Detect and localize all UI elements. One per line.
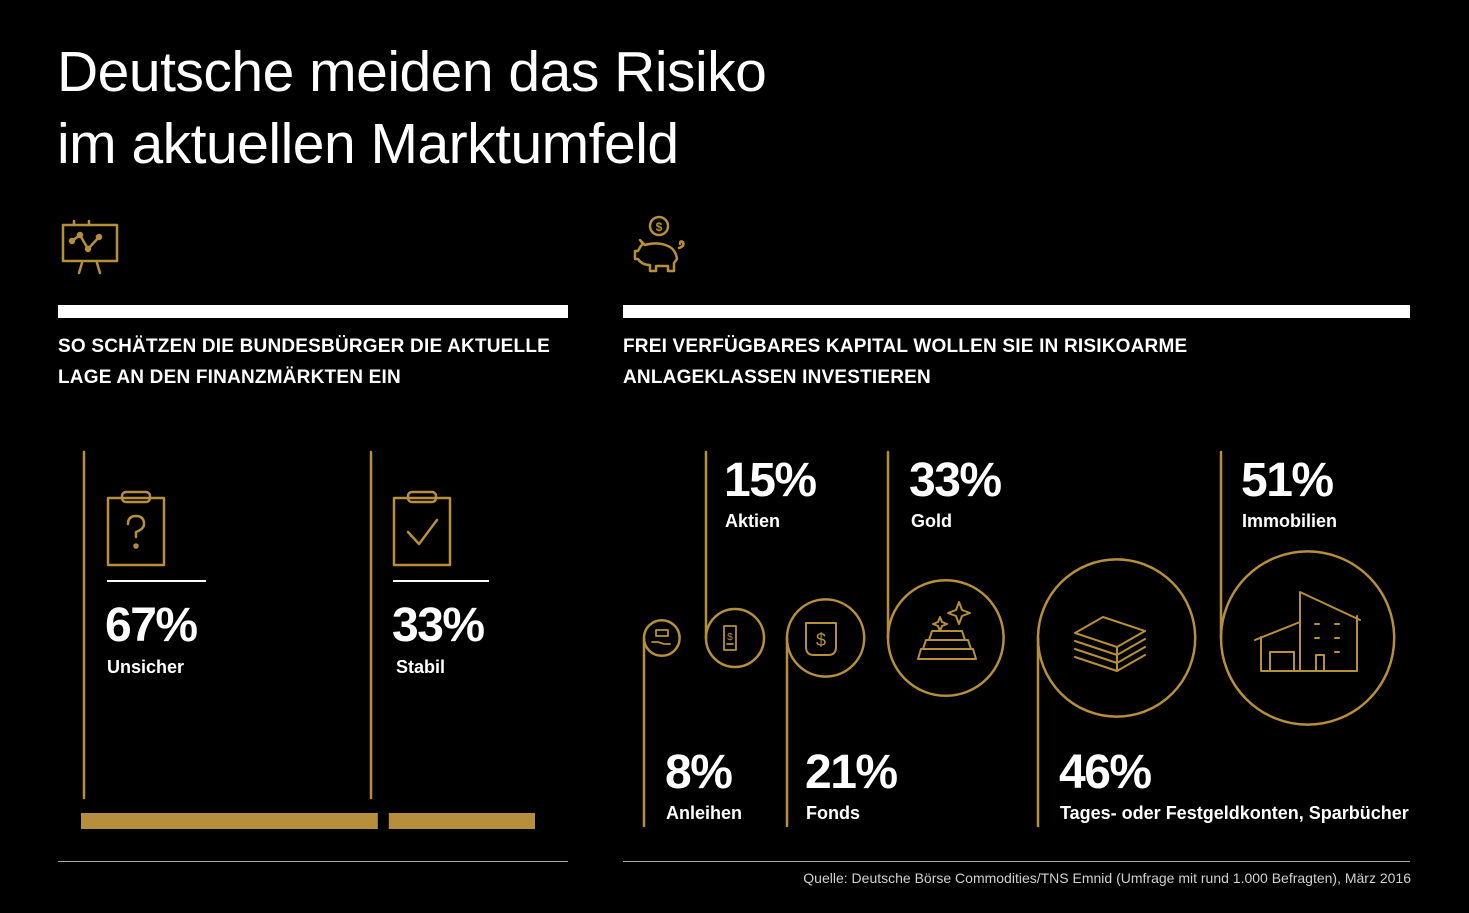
category-label-unsicher: Unsicher (107, 657, 185, 677)
bond-hand-icon (651, 629, 671, 645)
gold-bars-icon (917, 601, 977, 660)
value-label-gold: 33% (909, 454, 1002, 507)
title-line-2: im aktuellen Marktumfeld (57, 112, 679, 176)
value-label-unsicher: 67% (105, 599, 198, 652)
category-label-anleihen: Anleihen (666, 803, 743, 823)
svg-text:$: $ (656, 220, 663, 234)
receipt-dollar-icon: $ (723, 625, 737, 651)
bubble-1 (704, 607, 766, 669)
page-title: Deutsche meiden das Risiko im aktuellen … (57, 36, 767, 180)
title-line-1: Deutsche meiden das Risiko (57, 40, 767, 104)
buildings-icon (1254, 591, 1361, 672)
clipboard-check-icon (392, 490, 452, 567)
heading-line: FREI VERFÜGBARES KAPITAL WOLLEN SIE IN R… (623, 336, 1188, 357)
category-label-stabil: Stabil (396, 657, 446, 677)
underline (393, 580, 489, 582)
svg-text:$: $ (816, 630, 826, 650)
value-label-stabil: 33% (392, 599, 485, 652)
category-label-aktien: Aktien (725, 511, 781, 531)
value-label-immobilien: 51% (1241, 454, 1334, 507)
bubble-0 (642, 618, 681, 658)
bottom-rule (58, 861, 568, 862)
right-section-heading: FREI VERFÜGBARES KAPITAL WOLLEN SIE IN R… (623, 331, 1187, 393)
value-label-aktien: 15% (724, 454, 817, 507)
value-label-tagesgeld: 46% (1059, 746, 1152, 799)
money-stack-icon (1074, 616, 1146, 672)
left-section-heading: SO SCHÄTZEN DIE BUNDESBÜRGER DIE AKTUELL… (58, 331, 550, 393)
category-label-fonds: Fonds (806, 803, 860, 823)
shield-dollar-icon: $ (805, 622, 837, 656)
value-label-anleihen: 8% (665, 746, 733, 799)
section-divider-bar (623, 305, 1410, 318)
heading-line: SO SCHÄTZEN DIE BUNDESBÜRGER DIE AKTUELL… (58, 336, 551, 357)
source-note: Quelle: Deutsche Börse Commodities/TNS E… (803, 870, 1411, 886)
bubble-3 (886, 578, 1005, 698)
clipboard-question-icon (106, 490, 166, 567)
category-label-tagesgeld: Tages- oder Festgeldkonten, Sparbücher (1060, 803, 1409, 823)
category-label-gold: Gold (911, 511, 952, 531)
underline (107, 580, 206, 582)
bubble-2 (785, 598, 866, 678)
category-label-immobilien: Immobilien (1242, 511, 1338, 531)
bubble-4 (1036, 558, 1197, 718)
heading-line: ANLAGEKLASSEN INVESTIEREN (623, 367, 931, 388)
piggy-bank-icon: $ (633, 215, 685, 273)
value-label-fonds: 21% (805, 746, 898, 799)
chart-presentation-icon (61, 219, 119, 275)
svg-text:$: $ (727, 632, 733, 643)
bottom-rule (623, 861, 1410, 862)
bubble-5 (1219, 550, 1396, 726)
bar-stabil (388, 813, 535, 829)
bar-unsicher (81, 813, 378, 829)
section-divider-bar (58, 305, 568, 318)
heading-line: LAGE AN DEN FINANZMÄRKTEN EIN (58, 367, 401, 388)
